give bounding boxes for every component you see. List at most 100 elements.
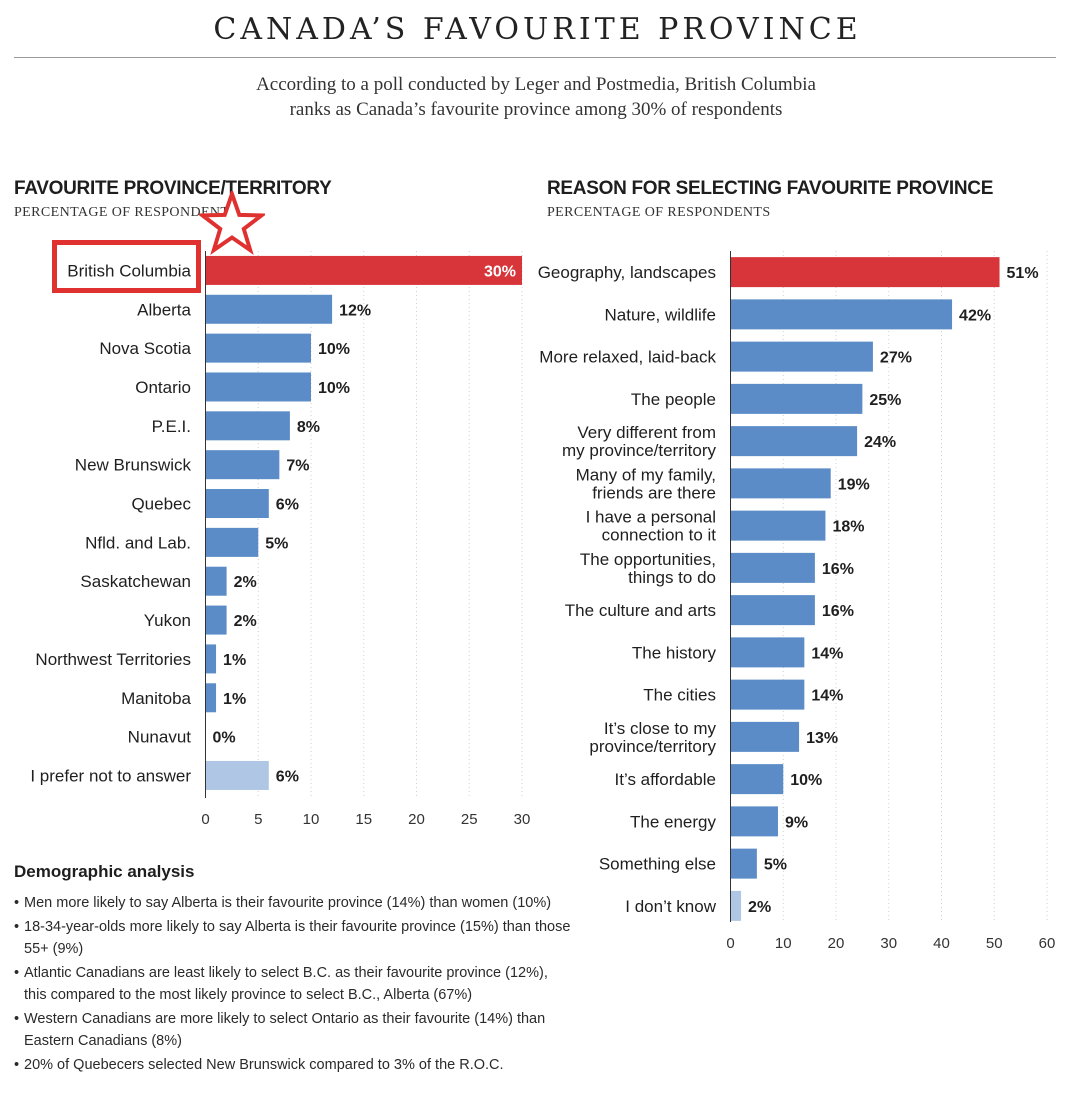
- star-outline-icon: [199, 191, 265, 256]
- right-category-label: Many of my family, friends are there: [576, 465, 716, 502]
- left-tick-label: 25: [461, 811, 478, 828]
- right-bar: [730, 426, 858, 457]
- demographics-item: 20% of Quebecers selected New Brunswick …: [14, 1054, 574, 1076]
- demographics-title: Demographic analysis: [14, 862, 195, 881]
- right-category-label: The opportunities, things to do: [580, 550, 716, 587]
- left-value-label: 6%: [276, 768, 299, 785]
- left-category-label: New Brunswick: [75, 456, 192, 475]
- right-tick-label: 60: [1039, 935, 1056, 952]
- right-tick-label: 0: [726, 935, 734, 952]
- left-value-label: 5%: [265, 535, 288, 552]
- left-bar: [205, 255, 522, 285]
- right-category-label: Geography, landscapes: [538, 263, 716, 282]
- right-category-label: It’s close to my province/territory: [589, 719, 716, 756]
- right-category-label: The cities: [643, 686, 716, 705]
- left-category-label: Alberta: [137, 300, 191, 319]
- right-bar: [730, 341, 873, 372]
- right-category-label: Nature, wildlife: [605, 305, 717, 324]
- right-chart-title: REASON FOR SELECTING FAVOURITE PROVINCE: [547, 178, 994, 199]
- right-bar: [730, 510, 826, 541]
- left-category-label: Quebec: [131, 495, 191, 514]
- right-bar: [730, 383, 863, 414]
- right-category-label: Very different from my province/territory: [562, 423, 716, 460]
- right-bar: [730, 806, 778, 837]
- left-bar: [205, 605, 227, 635]
- left-bar: [205, 527, 259, 557]
- left-value-label: 7%: [286, 458, 309, 475]
- right-tick-label: 10: [775, 935, 792, 952]
- left-bar: [205, 294, 333, 324]
- left-tick-label: 10: [303, 811, 320, 828]
- right-chart-subtitle: PERCENTAGE OF RESPONDENTS: [547, 205, 771, 220]
- right-bar: [730, 764, 784, 795]
- left-category-label: Nunavut: [128, 728, 192, 747]
- left-value-label: 2%: [234, 613, 257, 630]
- left-value-label: 0%: [213, 730, 236, 747]
- page-title: CANADA’S FAVOURITE PROVINCE: [213, 12, 862, 47]
- right-bar: [730, 721, 800, 752]
- left-value-label: 6%: [276, 497, 299, 514]
- left-category-label: P.E.I.: [152, 417, 191, 436]
- right-category-label: More relaxed, laid-back: [539, 348, 716, 367]
- left-category-label: Northwest Territories: [35, 650, 191, 669]
- right-category-label: I don’t know: [625, 897, 716, 916]
- left-category-label: Nova Scotia: [99, 339, 191, 358]
- right-tick-label: 30: [880, 935, 897, 952]
- left-tick-label: 5: [254, 811, 262, 828]
- right-value-label: 16%: [822, 603, 854, 620]
- right-category-label: The energy: [630, 812, 716, 831]
- right-bar: [730, 552, 815, 583]
- left-bar: [205, 683, 217, 713]
- right-value-label: 5%: [764, 857, 787, 874]
- right-category-label: The culture and arts: [565, 601, 716, 620]
- left-tick-label: 20: [408, 811, 425, 828]
- right-value-label: 2%: [748, 899, 771, 916]
- left-value-label: 1%: [223, 652, 246, 669]
- right-category-label: The history: [632, 643, 717, 662]
- left-bar: [205, 450, 280, 480]
- right-bar: [730, 637, 805, 668]
- left-bar: [205, 644, 217, 674]
- left-value-label: 1%: [223, 691, 246, 708]
- right-category-label: The people: [631, 390, 716, 409]
- page-subtitle: According to a poll conducted by Leger a…: [0, 72, 1072, 122]
- left-category-label: British Columbia: [67, 261, 191, 280]
- left-value-label: 12%: [339, 302, 371, 319]
- right-value-label: 14%: [811, 645, 843, 662]
- demographics-item: Western Canadians are more likely to sel…: [14, 1008, 574, 1052]
- left-bar: [205, 566, 227, 596]
- left-category-label: Saskatchewan: [80, 572, 191, 591]
- left-value-label: 2%: [234, 574, 257, 591]
- left-bar: [205, 489, 269, 519]
- left-bar: [205, 372, 311, 402]
- left-value-label: 30%: [484, 263, 516, 280]
- left-category-label: Manitoba: [121, 689, 191, 708]
- demographics-item: Men more likely to say Alberta is their …: [14, 892, 574, 914]
- left-bar: [205, 333, 311, 363]
- left-value-label: 10%: [318, 341, 350, 358]
- right-value-label: 10%: [790, 772, 822, 789]
- right-category-label: Something else: [599, 855, 716, 874]
- left-tick-label: 15: [355, 811, 372, 828]
- right-value-label: 51%: [1007, 265, 1039, 282]
- title-divider: [14, 57, 1056, 58]
- left-category-label: Nfld. and Lab.: [85, 533, 191, 552]
- left-chart-subtitle: PERCENTAGE OF RESPONDENTS: [14, 205, 238, 220]
- right-bar: [730, 679, 805, 710]
- right-value-label: 19%: [838, 476, 870, 493]
- demographics-item: 18-34-year-olds more likely to say Alber…: [14, 916, 574, 960]
- subtitle-line-2: ranks as Canada’s favourite province amo…: [289, 99, 783, 120]
- right-value-label: 27%: [880, 350, 912, 367]
- right-bar: [730, 468, 831, 499]
- subtitle-line-1: According to a poll conducted by Leger a…: [256, 74, 816, 95]
- right-value-label: 13%: [806, 730, 838, 747]
- demographics-item: Atlantic Canadians are least likely to s…: [14, 962, 574, 1006]
- right-value-label: 25%: [869, 392, 901, 409]
- left-tick-label: 0: [201, 811, 209, 828]
- left-value-label: 10%: [318, 380, 350, 397]
- right-bar: [730, 595, 815, 626]
- right-tick-label: 40: [933, 935, 950, 952]
- right-tick-label: 20: [828, 935, 845, 952]
- right-value-label: 14%: [811, 688, 843, 705]
